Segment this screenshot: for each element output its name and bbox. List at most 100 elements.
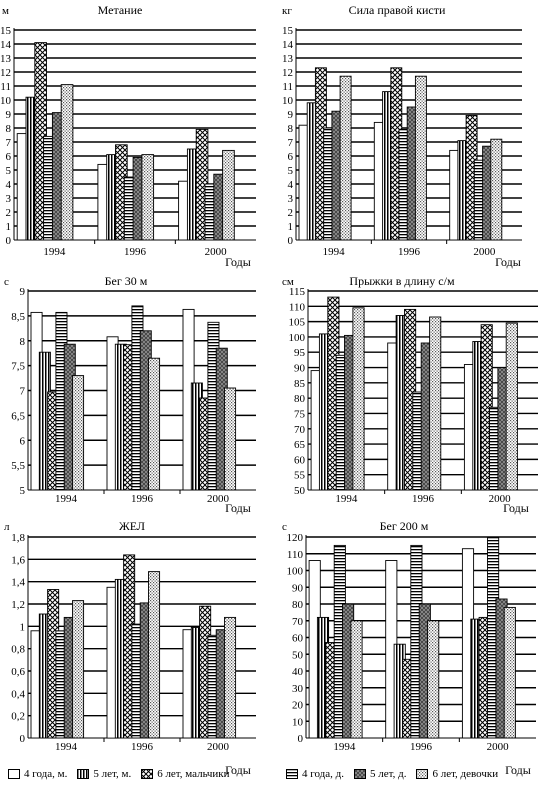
y-tick-label: 8,5 bbox=[11, 311, 25, 323]
category-label: 1996 bbox=[124, 246, 147, 258]
y-tick-label: 55 bbox=[294, 470, 306, 482]
category-label: 1994 bbox=[323, 246, 346, 258]
y-tick-label: 40 bbox=[292, 666, 304, 678]
y-tick-label: 10 bbox=[282, 95, 294, 107]
y-tick-label: 8 bbox=[20, 336, 26, 348]
bar bbox=[224, 387, 237, 491]
bar bbox=[350, 620, 363, 739]
chart-panel-3: 5 5,5 6 6,5 7 7,5 8 8,5 9 1994 1996 2000 Бег 30 м с Го… bbox=[4, 274, 256, 515]
category-label: 1994 bbox=[335, 493, 358, 505]
y-tick-label: 14 bbox=[282, 39, 294, 51]
y-tick-label: 5 bbox=[20, 485, 26, 497]
chart-title: Прыжки в длину с/м bbox=[349, 274, 455, 288]
category-label: 1996 bbox=[412, 493, 435, 505]
legend-girls: 4 года, д. 5 лет, д. 6 лет, девочки bbox=[286, 768, 498, 780]
y-tick-label: 1 bbox=[6, 221, 12, 233]
y-tick-label: 7 bbox=[20, 386, 26, 398]
legend-label: 4 года, м. bbox=[24, 768, 68, 780]
y-tick-label: 60 bbox=[294, 454, 306, 466]
category-label: 1994 bbox=[55, 493, 78, 505]
bar bbox=[429, 316, 442, 491]
y-tick-label: 8 bbox=[288, 123, 294, 135]
y-tick-label: 120 bbox=[287, 532, 304, 544]
chart-panel-5: 0 0,2 0,4 0,6 0,8 1 1,2 1,4 1,6 1,8 1994 1996 2000 ЖЕ… bbox=[4, 519, 256, 777]
category-label: 1994 bbox=[333, 741, 356, 753]
chart-title: Метание bbox=[98, 3, 143, 17]
category-label: 2000 bbox=[205, 246, 228, 258]
y-tick-label: 9 bbox=[20, 286, 26, 298]
bar bbox=[224, 616, 237, 739]
y-unit-label: кг bbox=[282, 5, 292, 17]
y-tick-label: 1,2 bbox=[11, 599, 25, 611]
legend-label: 6 лет, девочки bbox=[432, 768, 499, 780]
y-tick-label: 15 bbox=[282, 25, 294, 37]
y-tick-label: 6,5 bbox=[11, 410, 25, 422]
bar bbox=[72, 375, 85, 491]
x-axis-label: Годы bbox=[225, 501, 251, 515]
y-tick-label: 110 bbox=[287, 549, 304, 561]
chart-panel-6: 0 10 20 30 40 50 60 70 80 90 100 110 120 1994 1996 2000… bbox=[282, 519, 536, 777]
bar bbox=[222, 149, 235, 241]
y-tick-label: 70 bbox=[292, 616, 304, 628]
x-axis-label: Годы bbox=[225, 255, 251, 269]
y-tick-label: 20 bbox=[292, 700, 304, 712]
legend-item-girls-2: 6 лет, девочки bbox=[416, 768, 498, 780]
y-tick-label: 10 bbox=[292, 716, 304, 728]
y-tick-label: 110 bbox=[289, 301, 306, 313]
y-unit-label: см bbox=[282, 276, 294, 288]
y-unit-label: с bbox=[4, 276, 9, 288]
y-tick-label: 5 bbox=[6, 165, 12, 177]
y-tick-label: 4 bbox=[6, 179, 12, 191]
y-tick-label: 7,5 bbox=[11, 361, 25, 373]
y-tick-label: 5,5 bbox=[11, 460, 25, 472]
y-tick-label: 6 bbox=[20, 435, 26, 447]
y-tick-label: 4 bbox=[288, 179, 294, 191]
bar bbox=[60, 84, 74, 241]
y-tick-label: 1 bbox=[288, 221, 294, 233]
y-tick-label: 8 bbox=[6, 123, 12, 135]
category-label: 1996 bbox=[410, 741, 433, 753]
x-axis-label: Годы bbox=[503, 501, 529, 515]
y-tick-label: 70 bbox=[294, 424, 306, 436]
legend-item-boys-2: 6 лет, мальчики bbox=[141, 768, 229, 780]
y-tick-label: 85 bbox=[294, 378, 306, 390]
y-tick-label: 60 bbox=[292, 633, 304, 645]
bar bbox=[339, 75, 352, 241]
y-tick-label: 2 bbox=[6, 207, 12, 219]
y-tick-label: 3 bbox=[288, 193, 294, 205]
legend-boys: 4 года, м. 5 лет, м. 6 лет, мальчики bbox=[8, 768, 229, 780]
category-label: 1994 bbox=[55, 741, 78, 753]
y-tick-label: 6 bbox=[288, 151, 294, 163]
y-tick-label: 100 bbox=[289, 332, 306, 344]
y-tick-label: 1,4 bbox=[11, 577, 25, 589]
y-tick-label: 6 bbox=[6, 151, 12, 163]
y-tick-label: 50 bbox=[294, 485, 306, 497]
y-tick-label: 0 bbox=[6, 235, 12, 247]
bar bbox=[352, 307, 365, 491]
bar bbox=[148, 571, 161, 739]
y-tick-label: 13 bbox=[0, 53, 12, 65]
x-axis-label: Годы bbox=[505, 763, 531, 777]
bar bbox=[503, 606, 516, 739]
bar bbox=[72, 600, 85, 739]
legend-swatch-diamond bbox=[141, 769, 154, 779]
x-axis-label: Годы bbox=[225, 763, 251, 777]
chart-panel-4: 50 55 60 65 70 75 80 85 90 95 100 105 110 115 1994 1996… bbox=[282, 274, 538, 515]
category-label: 2000 bbox=[489, 493, 512, 505]
legend-label: 5 лет, д. bbox=[370, 768, 407, 780]
y-tick-label: 7 bbox=[288, 137, 294, 149]
y-tick-label: 14 bbox=[0, 39, 12, 51]
bar bbox=[414, 75, 427, 241]
y-unit-label: с bbox=[282, 521, 287, 533]
y-tick-label: 7 bbox=[6, 137, 12, 149]
y-tick-label: 0 bbox=[20, 733, 26, 745]
legend-label: 6 лет, мальчики bbox=[157, 768, 230, 780]
category-label: 2000 bbox=[207, 741, 230, 753]
legend-swatch-plain bbox=[8, 769, 20, 779]
chart-title: Сила правой кисти bbox=[349, 3, 446, 17]
bar bbox=[505, 322, 518, 491]
chart-title: Бег 30 м bbox=[105, 274, 148, 288]
legend-item-boys-0: 4 года, м. bbox=[8, 768, 67, 780]
